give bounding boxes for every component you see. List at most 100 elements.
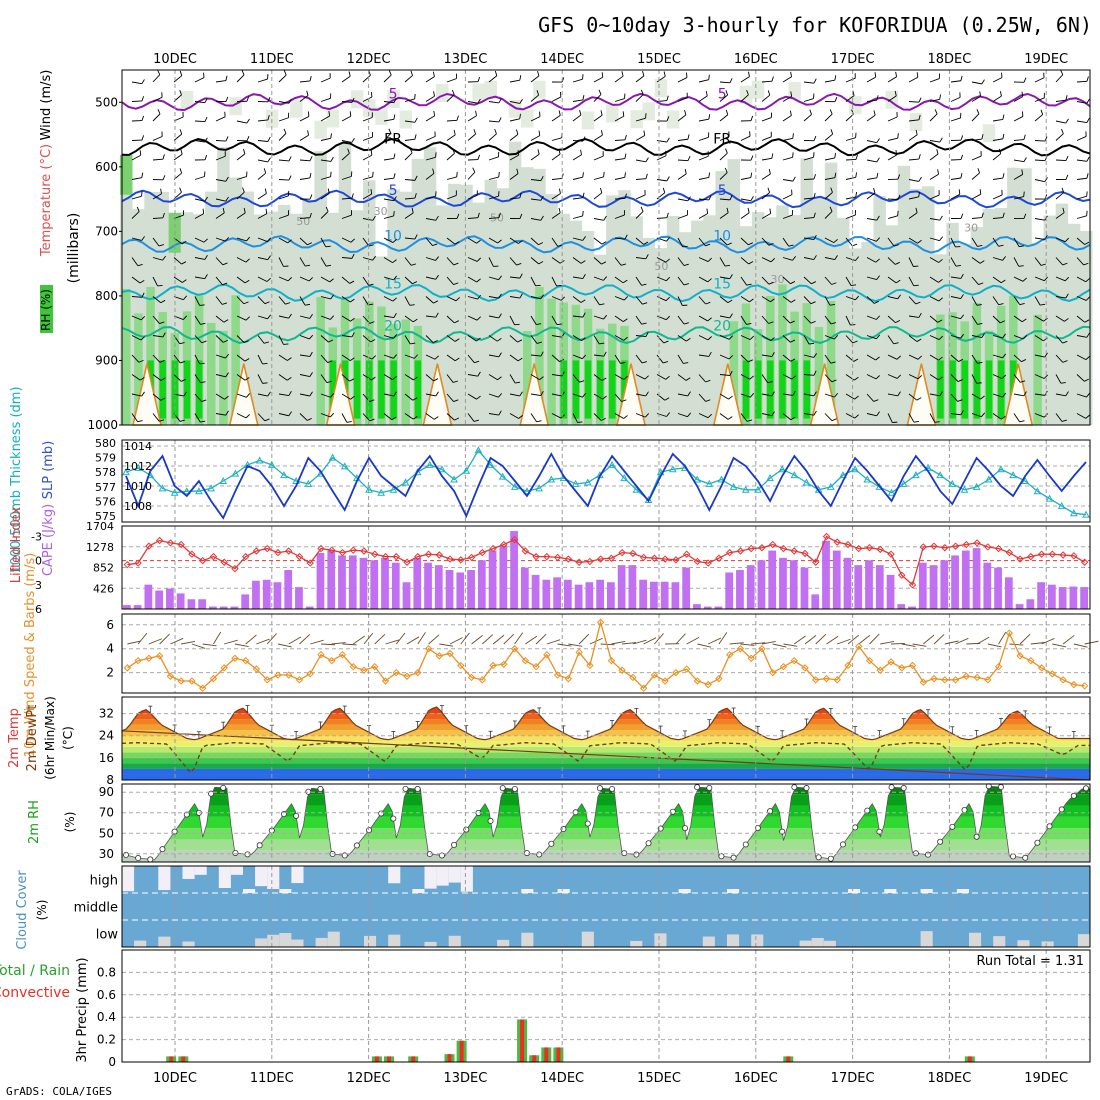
lifted-index-marker — [209, 552, 218, 561]
surface-wind-barb — [460, 632, 470, 645]
lifted-index-marker — [1027, 552, 1035, 561]
rh-legend-swatch — [40, 285, 53, 333]
wind-barb — [572, 99, 583, 102]
wind-barb — [530, 153, 540, 161]
wind-speed-marker — [672, 668, 680, 677]
wind-barb-flag — [246, 118, 250, 124]
wind-barb — [278, 374, 288, 381]
wind-barb-flag — [1018, 245, 1025, 248]
high-cloud-gap — [194, 866, 207, 875]
wind-barb — [236, 237, 247, 242]
rh-shade — [861, 241, 874, 425]
wind-barb-flag — [475, 110, 477, 116]
wind-barb-flag — [981, 412, 986, 417]
wind-barb-flag — [789, 110, 792, 116]
precip-convective-bar — [786, 1056, 791, 1062]
wind-barb — [677, 77, 688, 83]
wind-barb-flag — [288, 175, 292, 181]
wind-barb-flag — [918, 312, 922, 318]
rh-shade — [1009, 295, 1018, 425]
temp-axis-label-2: 2m DewPt — [25, 705, 40, 772]
wind-barb — [446, 78, 457, 83]
wind-barb-flag — [601, 241, 607, 245]
wind-barb — [845, 237, 853, 247]
lifted-index-marker — [177, 540, 185, 549]
wind-barb-flag — [1043, 276, 1049, 281]
wind-barb-flag — [456, 171, 458, 178]
high-cloud-gap — [436, 866, 449, 886]
cape-bar — [252, 580, 260, 609]
rh-shade — [183, 360, 191, 419]
wind-barb — [866, 237, 877, 242]
wind-barb — [257, 78, 268, 83]
wind-barb — [1076, 120, 1087, 123]
rh-shade — [547, 298, 556, 425]
surface-wind-barb — [654, 633, 664, 645]
wind-barb — [992, 177, 1003, 180]
thickness-marker — [1045, 494, 1054, 502]
wind-barb — [383, 74, 392, 83]
wind-barb — [194, 198, 205, 202]
wind-barb — [950, 177, 961, 180]
wind-barb — [572, 315, 583, 318]
wind-barb — [215, 80, 226, 83]
wind-barb-flag — [162, 332, 166, 338]
wind-barb — [971, 95, 981, 102]
rh-shade — [666, 215, 680, 425]
wind-barb-flag — [244, 279, 250, 284]
wind-barb — [1076, 276, 1087, 283]
wind-barb-flag — [200, 420, 206, 423]
wind-barb — [383, 393, 394, 397]
cape-bar — [682, 567, 691, 609]
thickness-marker — [693, 475, 701, 483]
wind-barb-flag — [1064, 318, 1069, 322]
contour-label: 5 — [389, 86, 398, 102]
wind-barb — [488, 101, 499, 104]
wind-barb — [173, 153, 183, 161]
wind-barb — [1055, 192, 1064, 200]
rh-marker — [815, 854, 822, 861]
wind-barb-flag — [873, 110, 876, 116]
wind-barb — [467, 171, 476, 180]
lifted-index-marker — [618, 548, 626, 557]
surface-wind-barb — [783, 643, 798, 647]
wind-barb — [593, 192, 603, 200]
temp-axis-label-3: (6hr Min/Max) — [43, 696, 57, 780]
lifted-index-marker — [629, 549, 637, 558]
cape-tick-label: 1278 — [86, 541, 114, 554]
wind-barb — [866, 335, 877, 340]
wind-barb — [278, 117, 289, 122]
wind-barb — [908, 315, 919, 318]
wind-barb — [194, 374, 201, 384]
wind-barb — [740, 76, 750, 83]
wind-barb-flag — [498, 410, 502, 416]
low-cloud-bar — [291, 939, 304, 947]
wind-barb-flag — [327, 360, 333, 363]
wind-barb — [740, 374, 751, 380]
wind-barb — [341, 413, 348, 423]
wind-barb — [530, 413, 537, 423]
wind-barb-flag — [224, 395, 229, 400]
wind-barb-flag — [435, 391, 439, 397]
wind-speed-marker — [392, 668, 400, 677]
wind-barb — [320, 77, 331, 83]
wind-barb-flag — [350, 317, 355, 322]
wind-barb — [299, 237, 308, 246]
wind-barb — [761, 393, 772, 397]
precip-convective-bar — [181, 1056, 186, 1062]
wind-barb — [488, 315, 499, 319]
wind-barb — [257, 374, 264, 384]
rh-shade — [521, 109, 534, 128]
wind-barb-flag — [159, 419, 165, 422]
rh-marker — [706, 784, 713, 791]
pressure-tick-label: 500 — [95, 95, 118, 109]
wind-barb-flag — [393, 391, 397, 397]
wind-barb — [698, 393, 706, 402]
wind-barb-flag — [223, 339, 228, 343]
wind-barb-flag — [411, 207, 414, 213]
wind-barb — [362, 257, 373, 261]
lifted-index-marker — [790, 547, 798, 555]
wind-barb-flag — [264, 418, 270, 422]
wind-barb — [425, 195, 436, 200]
